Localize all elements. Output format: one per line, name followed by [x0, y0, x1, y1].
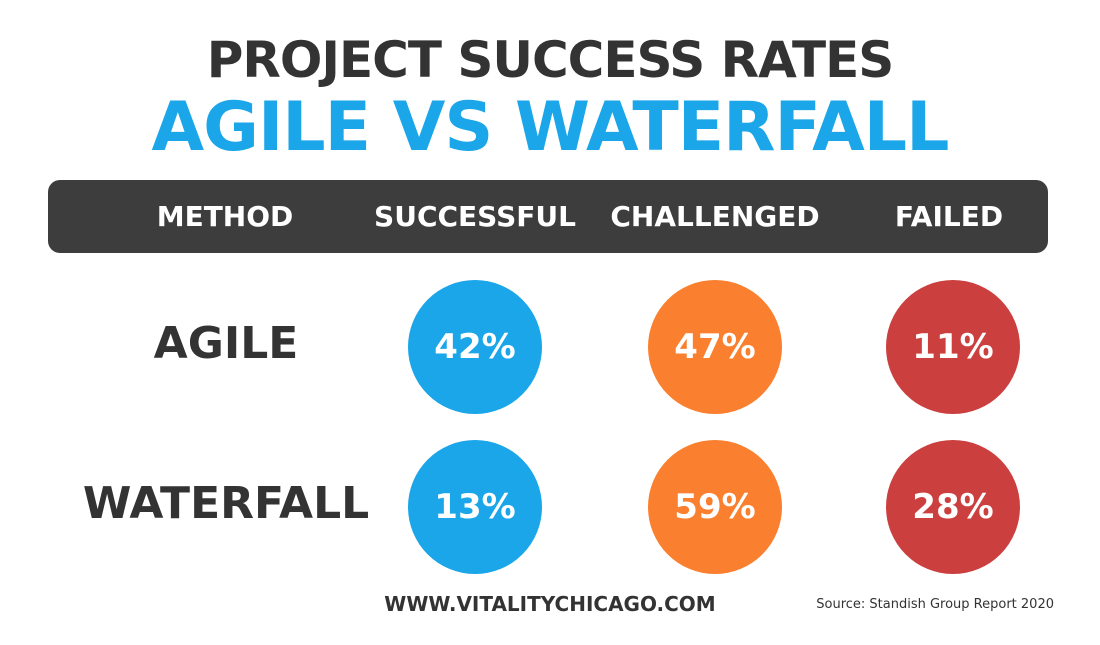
bubble-waterfall-challenged: 59% — [648, 440, 782, 574]
header-bar: METHOD SUCCESSFUL CHALLENGED FAILED — [48, 180, 1048, 253]
footer-website: WWW.VITALITYCHICAGO.COM — [384, 592, 716, 616]
column-header-method: METHOD — [156, 200, 294, 233]
column-header-challenged: CHALLENGED — [610, 200, 820, 233]
row-label-waterfall: WATERFALL — [82, 478, 370, 529]
column-header-successful: SUCCESSFUL — [374, 200, 576, 233]
bubble-agile-successful: 42% — [408, 280, 542, 414]
bubble-agile-challenged: 47% — [648, 280, 782, 414]
bubble-waterfall-failed: 28% — [886, 440, 1020, 574]
column-header-failed: FAILED — [894, 200, 1004, 233]
page-title-line1: PROJECT SUCCESS RATES — [206, 31, 895, 89]
page-title-line2: AGILE VS WATERFALL — [151, 88, 950, 167]
footer-source: Source: Standish Group Report 2020 — [816, 597, 1054, 612]
row-label-agile: AGILE — [153, 318, 299, 369]
bubble-agile-failed: 11% — [886, 280, 1020, 414]
bubble-waterfall-successful: 13% — [408, 440, 542, 574]
